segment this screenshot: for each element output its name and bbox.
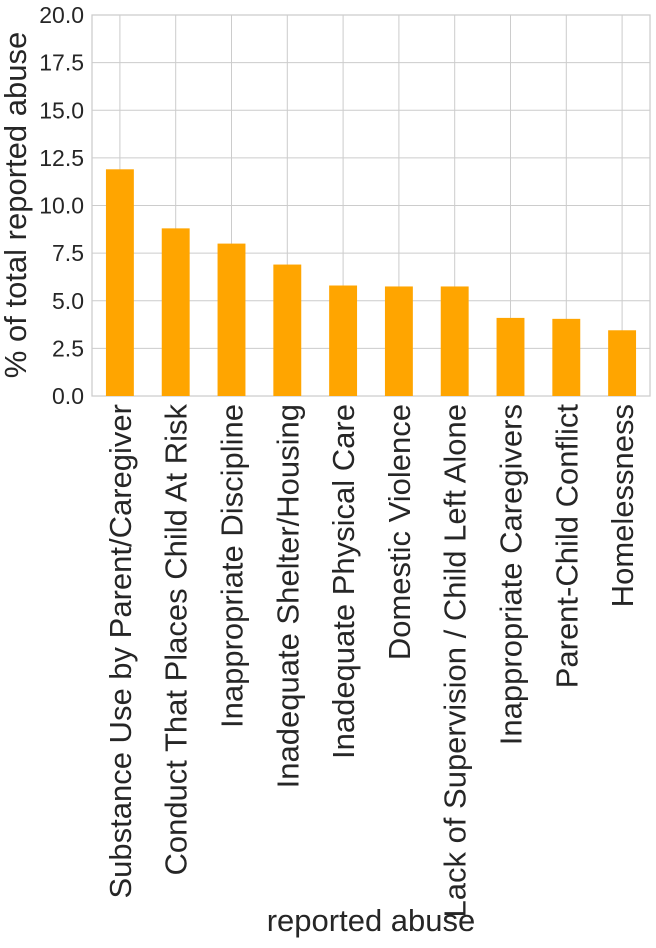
bar (217, 243, 246, 396)
bars (105, 169, 637, 396)
y-tick-label: 2.5 (52, 335, 84, 361)
y-tick-labels: 0.0 2.5 5.0 7.5 10.0 12.5 15.0 17.5 20.0 (39, 2, 84, 409)
bar (552, 318, 581, 396)
x-tick-label: Conduct That Places Child At Risk (159, 404, 194, 876)
x-tick-label: Homelessness (605, 404, 640, 607)
y-tick-label: 17.5 (39, 50, 84, 76)
bar (329, 285, 358, 396)
bar (273, 264, 302, 396)
y-tick-label: 12.5 (39, 145, 84, 171)
y-tick-label: 5.0 (52, 288, 84, 314)
bar (105, 169, 134, 396)
x-tick-label: Parent-Child Conflict (549, 404, 584, 689)
x-tick-label: Lack of Supervision / Child Left Alone (438, 404, 473, 918)
x-tick-label: Inadequate Physical Care (326, 404, 361, 759)
bar (161, 228, 190, 396)
x-tick-label: Inappropriate Discipline (215, 404, 250, 728)
bar (608, 330, 637, 396)
x-tick-label: Inappropriate Caregivers (494, 404, 529, 745)
x-axis-label: reported abuse (267, 903, 476, 938)
y-axis-label: % of total reported abuse (0, 32, 33, 378)
bar (496, 317, 525, 396)
x-tick-label: Domestic Violence (382, 404, 417, 660)
x-tick-labels: Substance Use by Parent/Caregiver Conduct… (103, 404, 640, 918)
y-tick-label: 7.5 (52, 240, 84, 266)
y-tick-label: 10.0 (39, 193, 84, 219)
x-tick-label: Substance Use by Parent/Caregiver (103, 404, 138, 899)
bar (384, 286, 413, 396)
y-tick-label: 20.0 (39, 2, 84, 28)
y-tick-label: 15.0 (39, 97, 84, 123)
y-tick-label: 0.0 (52, 383, 84, 409)
x-tick-label: Inadequate Shelter/Housing (270, 404, 305, 788)
bar (440, 286, 469, 396)
